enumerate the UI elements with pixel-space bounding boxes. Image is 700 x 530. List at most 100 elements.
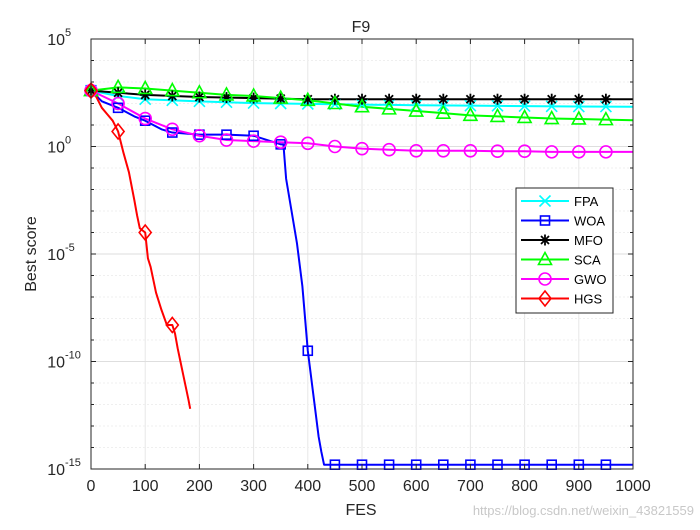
x-tick-label-0: 0 <box>87 478 96 495</box>
marker-gwo-11 <box>382 142 396 157</box>
marker-gwo-17 <box>544 145 559 159</box>
marker-gwo-2 <box>138 111 152 126</box>
marker-sca-6 <box>245 87 262 102</box>
x-tick-label-3: 300 <box>240 478 267 495</box>
marker-gwo-4 <box>192 128 207 143</box>
marker-sca-3 <box>164 81 181 97</box>
marker-sca-14 <box>462 106 479 122</box>
marker-sca-18 <box>570 110 587 125</box>
marker-hgs-2 <box>138 223 153 242</box>
legend: FPA WOA MFO SCA GWO HGS <box>515 187 614 314</box>
x-tick-label-8: 800 <box>511 478 538 495</box>
series-line-sca <box>90 86 634 122</box>
marker-sca-12 <box>408 102 425 117</box>
y-tick-base-4: 10 <box>47 32 65 49</box>
marker-sca-19 <box>598 110 614 126</box>
marker-gwo-7 <box>273 135 288 149</box>
x-tick-label-7: 700 <box>457 478 484 495</box>
x-tick-label-10: 1000 <box>615 478 651 495</box>
marker-gwo-10 <box>355 141 369 156</box>
x-tick-label-2: 200 <box>186 478 213 495</box>
y-tick-label-1: 10 -10 <box>47 350 81 372</box>
marker-sca-11 <box>381 100 397 115</box>
y-tick-exp-2: -5 <box>65 242 75 254</box>
legend-label-fpa: FPA <box>574 194 599 209</box>
series-line-woa <box>90 89 633 466</box>
marker-sca-5 <box>218 86 235 101</box>
marker-woa-8 <box>302 345 314 357</box>
marker-mfo-16 <box>519 93 531 105</box>
marker-sca-17 <box>543 109 560 125</box>
legend-entry-gwo: GWO <box>521 272 607 287</box>
chart-title: F9 <box>352 19 371 36</box>
marker-sca-7 <box>272 89 289 104</box>
marker-gwo-3 <box>165 122 180 137</box>
legend-marker-woa <box>539 215 551 226</box>
legend-label-gwo: GWO <box>574 272 607 287</box>
marker-gwo-5 <box>219 133 234 147</box>
marker-mfo-6 <box>248 92 260 104</box>
marker-gwo-15 <box>490 144 505 159</box>
y-tick-base-3: 10 <box>47 140 65 157</box>
marker-mfo-13 <box>437 93 449 105</box>
x-tick-label-6: 600 <box>403 478 430 495</box>
y-tick-label-3: 10 0 <box>47 135 71 157</box>
legend-label-woa: WOA <box>574 214 605 229</box>
marker-sca-13 <box>435 104 452 119</box>
marker-sca-8 <box>299 91 316 107</box>
marker-sca-9 <box>327 94 343 110</box>
marker-woa-5 <box>221 129 232 140</box>
legend-marker-hgs <box>537 289 553 308</box>
legend-entry-mfo: MFO <box>521 233 603 248</box>
marker-mfo-2 <box>139 89 151 101</box>
y-tick-exp-3: 0 <box>65 135 71 147</box>
marker-gwo-14 <box>463 144 478 158</box>
markers-group <box>83 78 614 471</box>
y-tick-label-2: 10 -5 <box>47 242 75 264</box>
legend-entry-hgs: HGS <box>521 289 603 308</box>
marker-mfo-17 <box>546 93 558 105</box>
y-tick-exp-1: -10 <box>65 350 81 362</box>
x-axis-label: FES <box>345 502 376 519</box>
y-tick-label-0: 10 -15 <box>47 457 81 479</box>
x-tick-label-9: 900 <box>565 478 592 495</box>
x-tick-label-4: 400 <box>294 478 321 495</box>
marker-sca-2 <box>137 79 154 95</box>
y-tick-label-4: 10 5 <box>47 27 71 49</box>
marker-hgs-3 <box>165 316 180 334</box>
marker-gwo-13 <box>436 144 451 158</box>
marker-mfo-19 <box>600 93 612 105</box>
marker-hgs-1 <box>111 122 126 141</box>
marker-mfo-15 <box>492 93 503 105</box>
watermark-text: https://blog.csdn.net/weixin_43821559 <box>473 503 694 518</box>
marker-mfo-18 <box>573 93 585 105</box>
y-tick-base-0: 10 <box>47 462 65 479</box>
marker-sca-1 <box>110 78 126 94</box>
marker-gwo-12 <box>409 144 424 158</box>
marker-gwo-1 <box>111 96 125 111</box>
marker-gwo-19 <box>599 145 613 159</box>
x-tick-label-1: 100 <box>132 478 159 495</box>
legend-label-mfo: MFO <box>574 233 603 248</box>
legend-box <box>515 187 614 314</box>
legend-marker-gwo <box>538 272 552 286</box>
legend-label-sca: SCA <box>574 253 601 268</box>
marker-gwo-9 <box>328 139 342 154</box>
legend-entry-fpa: FPA <box>521 194 599 209</box>
marker-gwo-16 <box>517 144 532 159</box>
legend-label-hgs: HGS <box>574 292 603 307</box>
marker-woa-6 <box>248 130 259 142</box>
y-tick-exp-4: 5 <box>65 27 71 39</box>
y-axis-label: Best score <box>23 216 40 292</box>
legend-marker-fpa <box>538 194 552 208</box>
x-tick-label-5: 500 <box>349 478 376 495</box>
series-line-hgs <box>90 89 192 409</box>
marker-sca-15 <box>489 107 506 123</box>
series-line-gwo <box>90 89 633 153</box>
marker-gwo-6 <box>246 134 261 148</box>
marker-gwo-8 <box>300 136 315 151</box>
y-tick-exp-0: -15 <box>65 457 81 469</box>
